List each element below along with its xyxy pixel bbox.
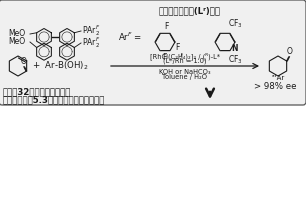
Text: 最高で32万回の触媒回転数: 最高で32万回の触媒回転数 xyxy=(3,87,71,96)
Text: O: O xyxy=(287,47,293,56)
Text: [RhCl(C₂H₄)₂]₂ / (ᴿ)-L*: [RhCl(C₂H₄)₂]₂ / (ᴿ)-L* xyxy=(150,52,220,60)
FancyBboxPatch shape xyxy=(0,0,306,105)
Text: KOH or NaHCO₃: KOH or NaHCO₃ xyxy=(159,69,211,75)
Text: 開発した配位子(Lʳ)の例: 開発した配位子(Lʳ)の例 xyxy=(159,6,221,15)
Text: MeO: MeO xyxy=(8,29,25,38)
Text: '''Ar: '''Ar xyxy=(271,75,285,81)
Text: PAr$^{F}_{2}$: PAr$^{F}_{2}$ xyxy=(82,23,100,38)
Text: +  Ar-B(OH)$_2$: + Ar-B(OH)$_2$ xyxy=(32,60,88,72)
Text: ,: , xyxy=(179,47,183,57)
Text: O: O xyxy=(21,57,27,66)
Text: MeO: MeO xyxy=(8,37,25,47)
Text: F: F xyxy=(164,22,168,31)
Text: > 98% ee: > 98% ee xyxy=(254,82,296,91)
Text: CF$_3$: CF$_3$ xyxy=(228,54,243,66)
Text: PAr$^{F}_{2}$: PAr$^{F}_{2}$ xyxy=(82,36,100,51)
Text: N: N xyxy=(231,44,238,53)
Text: Toluene / H₂O: Toluene / H₂O xyxy=(162,74,207,80)
Text: 一時間当たり5.3万回の触媒回転数を記録: 一時間当たり5.3万回の触媒回転数を記録 xyxy=(3,95,105,104)
Text: (L*/Rh = 1.0): (L*/Rh = 1.0) xyxy=(163,58,207,64)
Text: F: F xyxy=(162,53,166,62)
Text: CF$_3$: CF$_3$ xyxy=(228,18,243,30)
Text: F: F xyxy=(176,43,180,52)
Text: Ar$^{F}$ =: Ar$^{F}$ = xyxy=(118,31,142,43)
